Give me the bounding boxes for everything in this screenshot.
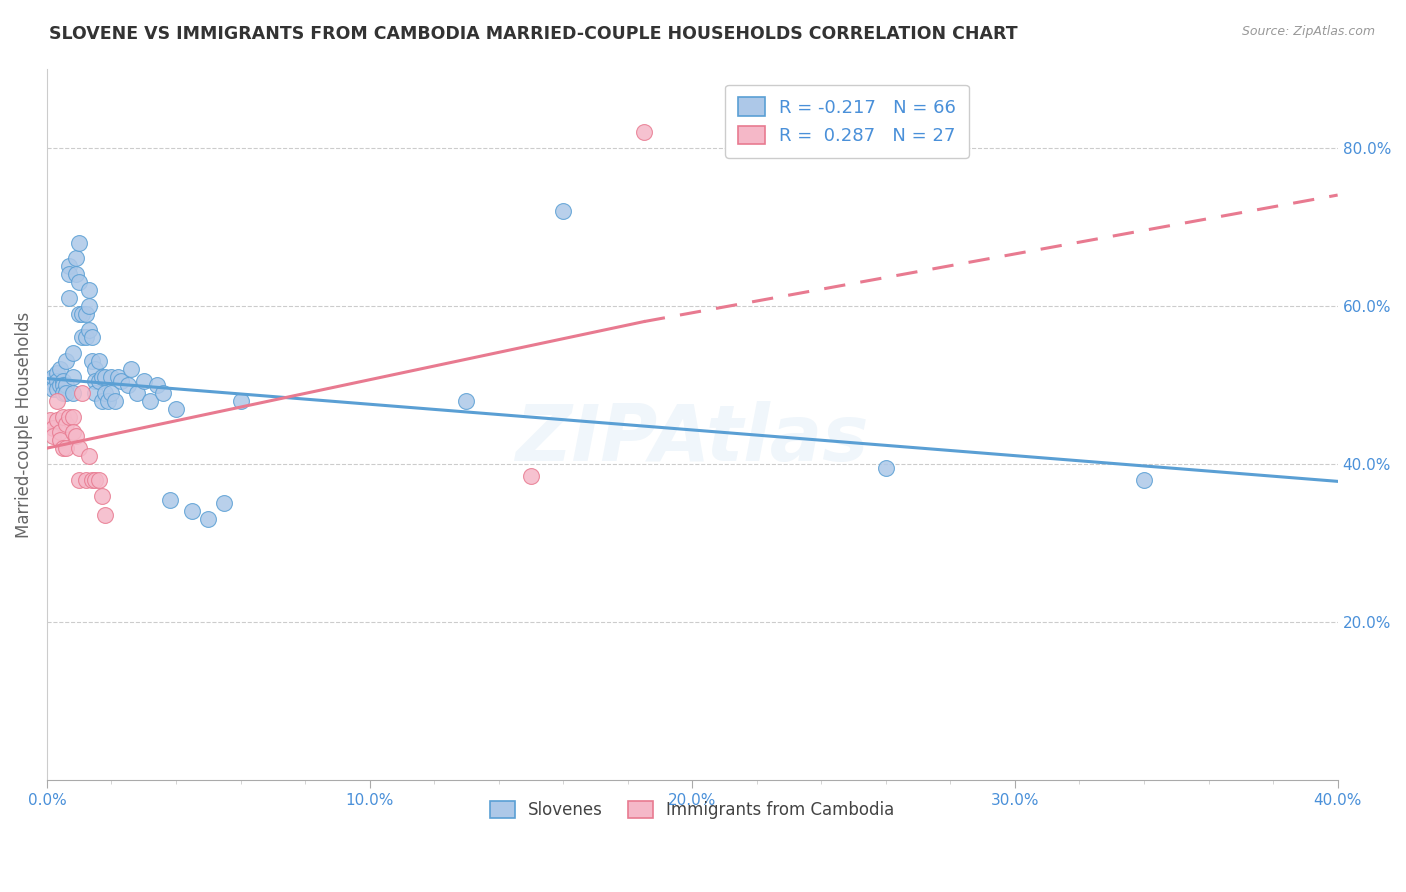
Point (58, 291, 80, 305)
Point (67, 307, 90, 321)
Point (77, 299, 100, 313)
Point (107, 370, 129, 384)
Point (132, 374, 155, 388)
Point (875, 461, 897, 475)
Point (58, 409, 80, 424)
Point (45, 413, 67, 427)
Point (94, 385, 117, 400)
Point (84, 385, 107, 400)
Point (75, 330, 97, 344)
Point (77, 283, 100, 297)
Point (80, 354, 103, 368)
Point (100, 385, 122, 400)
Point (72, 385, 94, 400)
Point (55, 417, 77, 432)
Point (55, 385, 77, 400)
Text: ZIPAtlas: ZIPAtlas (516, 401, 869, 476)
Point (52, 385, 75, 400)
Point (90, 393, 112, 408)
Point (42, 382, 65, 396)
Point (75, 307, 97, 321)
Point (80, 330, 103, 344)
Point (77, 322, 100, 336)
Point (65, 252, 87, 266)
Point (58, 259, 80, 273)
Point (145, 377, 167, 392)
Point (152, 385, 174, 400)
Point (1133, 473, 1156, 487)
Point (159, 492, 181, 507)
Point (62, 370, 84, 384)
Point (229, 393, 252, 408)
Point (58, 267, 80, 281)
Point (633, 125, 655, 139)
Point (62, 385, 84, 400)
Point (52, 374, 75, 388)
Point (72, 330, 94, 344)
Point (42, 421, 65, 435)
Point (55, 441, 77, 455)
Text: Source: ZipAtlas.com: Source: ZipAtlas.com (1241, 25, 1375, 38)
Point (67, 275, 90, 289)
Point (87, 354, 110, 368)
Point (62, 409, 84, 424)
Legend: Slovenes, Immigrants from Cambodia: Slovenes, Immigrants from Cambodia (484, 794, 901, 825)
Point (520, 468, 543, 483)
Text: SLOVENE VS IMMIGRANTS FROM CAMBODIA MARRIED-COUPLE HOUSEHOLDS CORRELATION CHART: SLOVENE VS IMMIGRANTS FROM CAMBODIA MARR… (49, 25, 1018, 43)
Point (110, 374, 132, 388)
Point (87, 473, 110, 487)
Point (84, 362, 107, 376)
Point (197, 512, 219, 526)
Point (75, 473, 97, 487)
Point (49, 362, 72, 376)
Point (84, 473, 107, 487)
Point (120, 362, 142, 376)
Point (84, 374, 107, 388)
Point (65, 429, 87, 443)
Point (52, 441, 75, 455)
Point (97, 393, 120, 408)
Point (553, 203, 575, 218)
Point (45, 374, 67, 388)
Point (181, 504, 204, 518)
Point (456, 393, 478, 408)
Point (39, 374, 62, 388)
Point (52, 377, 75, 392)
Y-axis label: Married-couple Households: Married-couple Households (15, 311, 32, 538)
Point (104, 393, 127, 408)
Point (67, 441, 90, 455)
Point (165, 401, 187, 416)
Point (90, 489, 112, 503)
Point (127, 385, 149, 400)
Point (87, 374, 110, 388)
Point (45, 366, 67, 380)
Point (139, 393, 162, 408)
Point (49, 434, 72, 448)
Point (49, 425, 72, 440)
Point (67, 235, 90, 250)
Point (42, 370, 65, 384)
Point (100, 370, 122, 384)
Point (72, 307, 94, 321)
Point (67, 473, 90, 487)
Point (45, 382, 67, 396)
Point (90, 370, 112, 384)
Point (49, 377, 72, 392)
Point (52, 409, 75, 424)
Point (62, 346, 84, 360)
Point (94, 508, 117, 523)
Point (117, 377, 139, 392)
Point (39, 413, 62, 427)
Point (94, 370, 117, 384)
Point (214, 496, 236, 510)
Point (77, 449, 100, 463)
Point (55, 377, 77, 392)
Point (45, 393, 67, 408)
Point (42, 429, 65, 443)
Point (62, 425, 84, 440)
Point (80, 473, 103, 487)
Point (55, 354, 77, 368)
Point (65, 267, 87, 281)
